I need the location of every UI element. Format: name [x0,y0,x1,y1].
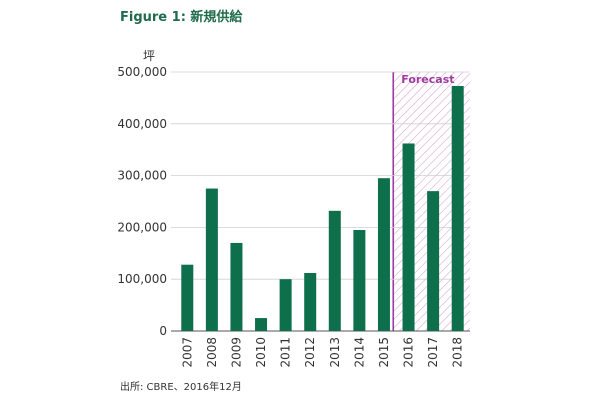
x-tick-label: 2008 [205,337,219,368]
bar-2009 [230,242,243,331]
y-axis-unit: 坪 [143,49,155,63]
bar-2011 [279,279,292,331]
bar-2017 [427,191,440,331]
y-tick-label: 300,000 [117,169,167,183]
y-tick-label: 500,000 [117,65,167,79]
y-tick-label: 200,000 [117,220,167,234]
source-note: 出所: CBRE、2016年12月 [120,382,242,393]
bar-2013 [328,210,341,331]
x-tick-label: 2011 [279,337,293,368]
bar-2010 [255,318,268,331]
y-tick-label: 0 [159,324,167,338]
bar-2007 [181,264,194,331]
x-tick-label: 2010 [254,337,268,368]
x-tick-label: 2018 [451,337,465,368]
y-tick-label: 400,000 [117,117,167,131]
bar-2012 [304,272,317,331]
x-tick-label: 2014 [352,337,366,368]
bar-2008 [205,188,218,331]
x-tick-label: 2007 [180,337,194,368]
chart-title: Figure 1: 新規供給 [120,10,243,25]
x-tick-label: 2017 [426,337,440,368]
x-tick-label: 2009 [229,337,243,368]
bar-2016 [402,143,415,331]
x-tick-label: 2016 [402,337,416,368]
y-tick-label: 100,000 [117,272,167,286]
x-tick-label: 2013 [328,337,342,368]
forecast-label: Forecast [401,73,454,86]
x-tick-label: 2015 [377,337,391,368]
bar-2015 [377,178,390,331]
bar-2014 [353,229,366,331]
x-tick-label: 2012 [303,337,317,368]
bar-2018 [451,85,464,332]
